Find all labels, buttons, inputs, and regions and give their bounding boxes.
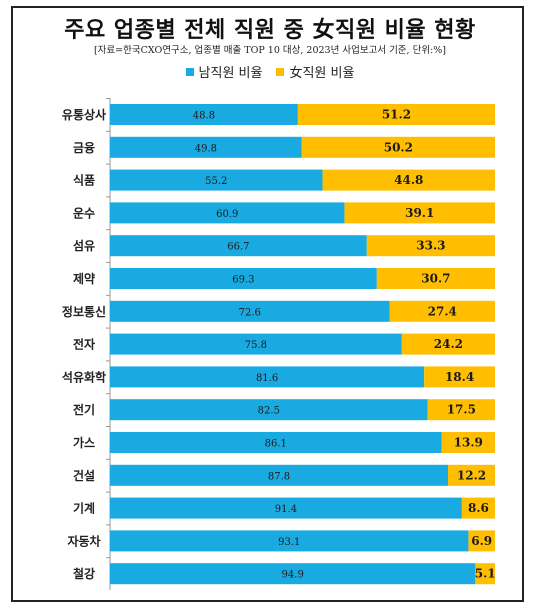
bar-segment-female <box>366 235 495 257</box>
data-label-female: 12.2 <box>457 468 486 482</box>
legend-swatch-male <box>185 67 194 76</box>
legend-item-male: 남직원 비율 <box>185 62 263 81</box>
data-label-female: 5.1 <box>475 567 496 581</box>
bar-segment-female <box>297 104 495 125</box>
bar-segment-female <box>424 366 495 388</box>
category-label: 석유화학 <box>62 369 106 384</box>
category-label: 유통상사 <box>62 107 106 122</box>
data-label-female: 24.2 <box>434 337 463 351</box>
data-label-male: 91.4 <box>275 504 297 515</box>
bar-segment-male <box>110 202 345 224</box>
data-label-male: 66.7 <box>227 242 249 253</box>
bar-segment-male <box>110 497 462 519</box>
category-label: 금융 <box>73 140 95 155</box>
data-label-male: 60.9 <box>216 209 238 220</box>
data-label-male: 82.5 <box>258 406 280 417</box>
data-label-male: 55.2 <box>205 176 227 187</box>
bar-segment-male <box>110 136 302 158</box>
bar-segment-male <box>110 366 425 388</box>
bar-segment-male <box>110 399 428 421</box>
data-label-male: 48.8 <box>193 111 215 122</box>
category-label: 자동차 <box>67 533 100 548</box>
data-label-male: 69.3 <box>232 275 254 286</box>
data-label-female: 13.9 <box>454 436 483 450</box>
category-label: 철강 <box>73 566 95 581</box>
data-label-male: 72.6 <box>239 307 261 318</box>
bar-segment-female <box>461 497 495 519</box>
data-label-female: 27.4 <box>428 304 457 318</box>
bar-segment-female <box>441 432 495 453</box>
bar-segment-female <box>322 169 495 191</box>
bar-segment-male <box>110 300 390 322</box>
data-label-female: 44.8 <box>394 173 423 187</box>
category-label: 섬유 <box>73 238 95 253</box>
bar-segment-male <box>110 563 476 585</box>
bar-segment-female <box>468 530 495 552</box>
bar-segment-female <box>376 268 495 289</box>
chart-title: 주요 업종별 전체 직원 중 女직원 비율 현황 <box>64 17 476 43</box>
category-label: 전기 <box>73 402 95 417</box>
bar-segment-female <box>427 399 495 421</box>
bar-segment-male <box>110 530 469 552</box>
category-label: 가스 <box>73 435 95 450</box>
data-label-female: 39.1 <box>405 206 434 220</box>
legend-item-female: 女직원 비율 <box>276 62 354 81</box>
bar-segment-male <box>110 169 323 191</box>
data-label-male: 94.9 <box>282 570 304 581</box>
category-label: 제약 <box>73 271 95 286</box>
bar-segment-female <box>344 202 495 224</box>
bar-segment-male <box>110 104 298 125</box>
bar-segment-female <box>401 333 495 355</box>
data-label-female: 33.3 <box>416 239 445 253</box>
bar-segment-female <box>389 300 495 322</box>
data-label-female: 50.2 <box>384 140 413 154</box>
legend-label-male: 남직원 비율 <box>198 66 263 81</box>
data-label-female: 17.5 <box>447 403 476 417</box>
legend-label-female: 女직원 비율 <box>289 66 355 81</box>
data-label-female: 18.4 <box>445 370 474 384</box>
bar-segment-male <box>110 235 367 257</box>
bar-segment-female <box>301 136 495 158</box>
data-label-male: 86.1 <box>265 439 287 450</box>
category-label: 정보통신 <box>62 304 106 319</box>
category-label: 운수 <box>73 205 95 220</box>
data-label-male: 75.8 <box>245 340 267 351</box>
data-label-female: 8.6 <box>468 501 489 515</box>
data-label-male: 49.8 <box>195 143 217 154</box>
bar-segment-female <box>448 464 495 486</box>
data-label-female: 30.7 <box>421 272 450 286</box>
category-label: 식품 <box>73 173 95 188</box>
data-label-female: 51.2 <box>382 108 411 122</box>
category-label: 전자 <box>73 337 95 352</box>
data-label-male: 87.8 <box>268 471 290 482</box>
category-label: 건설 <box>73 468 95 483</box>
bar-segment-male <box>110 268 377 289</box>
data-label-female: 6.9 <box>471 534 492 548</box>
data-label-male: 93.1 <box>278 537 300 548</box>
chart-legend: 남직원 비율 女직원 비율 <box>0 62 540 81</box>
legend-swatch-female <box>276 67 285 76</box>
data-label-male: 81.6 <box>256 373 278 384</box>
bar-segment-female <box>475 563 495 585</box>
chart-subtitle: [자료=한국CXO연구소, 업종별 매출 TOP 10 대상, 2023년 사업… <box>93 45 447 56</box>
category-label: 기계 <box>73 501 95 516</box>
bar-segment-male <box>110 464 449 486</box>
bar-segment-male <box>110 432 442 453</box>
bar-segment-male <box>110 333 402 355</box>
